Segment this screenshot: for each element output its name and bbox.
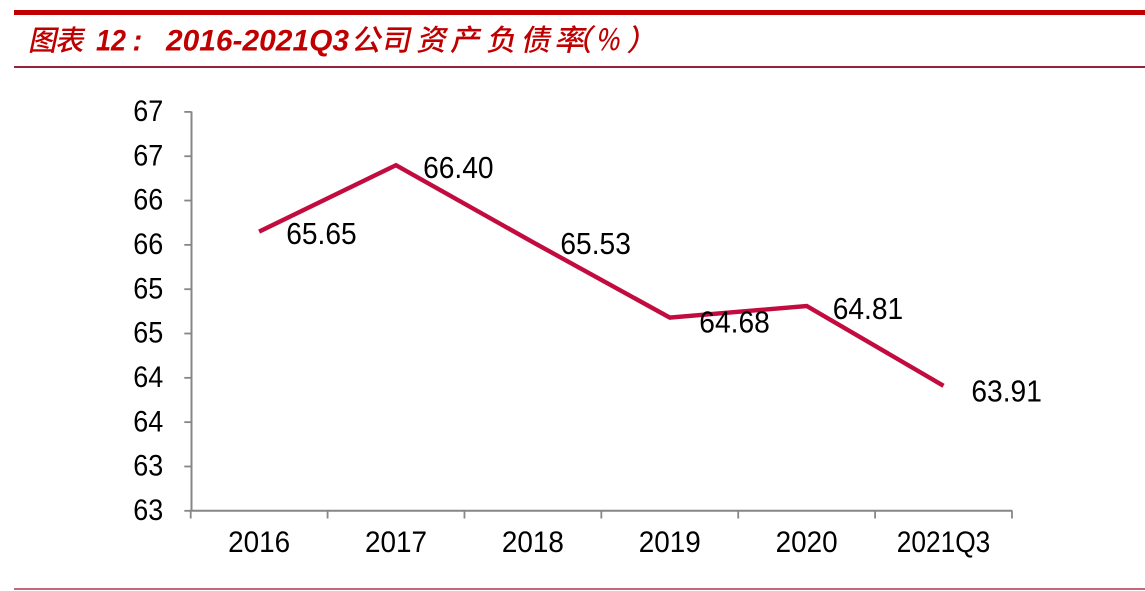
svg-text:64.68: 64.68 xyxy=(699,305,770,340)
svg-text:65.65: 65.65 xyxy=(286,216,357,251)
svg-text:2017: 2017 xyxy=(365,526,427,559)
svg-text:64: 64 xyxy=(133,405,163,438)
svg-text:65: 65 xyxy=(133,317,163,350)
svg-text:66.40: 66.40 xyxy=(423,150,494,185)
svg-text:63.91: 63.91 xyxy=(971,373,1042,408)
svg-text:63: 63 xyxy=(133,450,163,483)
svg-text:64: 64 xyxy=(133,361,163,394)
svg-text:12: 12 xyxy=(96,25,127,58)
svg-text:2021Q3: 2021Q3 xyxy=(897,526,991,559)
svg-text:2016-2021Q3: 2016-2021Q3 xyxy=(165,25,350,58)
svg-text:64.81: 64.81 xyxy=(833,291,904,326)
svg-text:67: 67 xyxy=(133,139,163,172)
svg-text:63: 63 xyxy=(133,494,163,527)
svg-text:2020: 2020 xyxy=(776,526,838,559)
svg-text:2019: 2019 xyxy=(639,526,701,559)
svg-text:67: 67 xyxy=(133,95,163,128)
svg-text:65: 65 xyxy=(133,272,163,305)
svg-text:66: 66 xyxy=(133,184,163,217)
svg-text:66: 66 xyxy=(133,228,163,261)
svg-text:2018: 2018 xyxy=(502,526,564,559)
svg-text::: : xyxy=(133,25,143,58)
svg-text:2016: 2016 xyxy=(228,526,290,559)
svg-text:65.53: 65.53 xyxy=(560,226,631,261)
